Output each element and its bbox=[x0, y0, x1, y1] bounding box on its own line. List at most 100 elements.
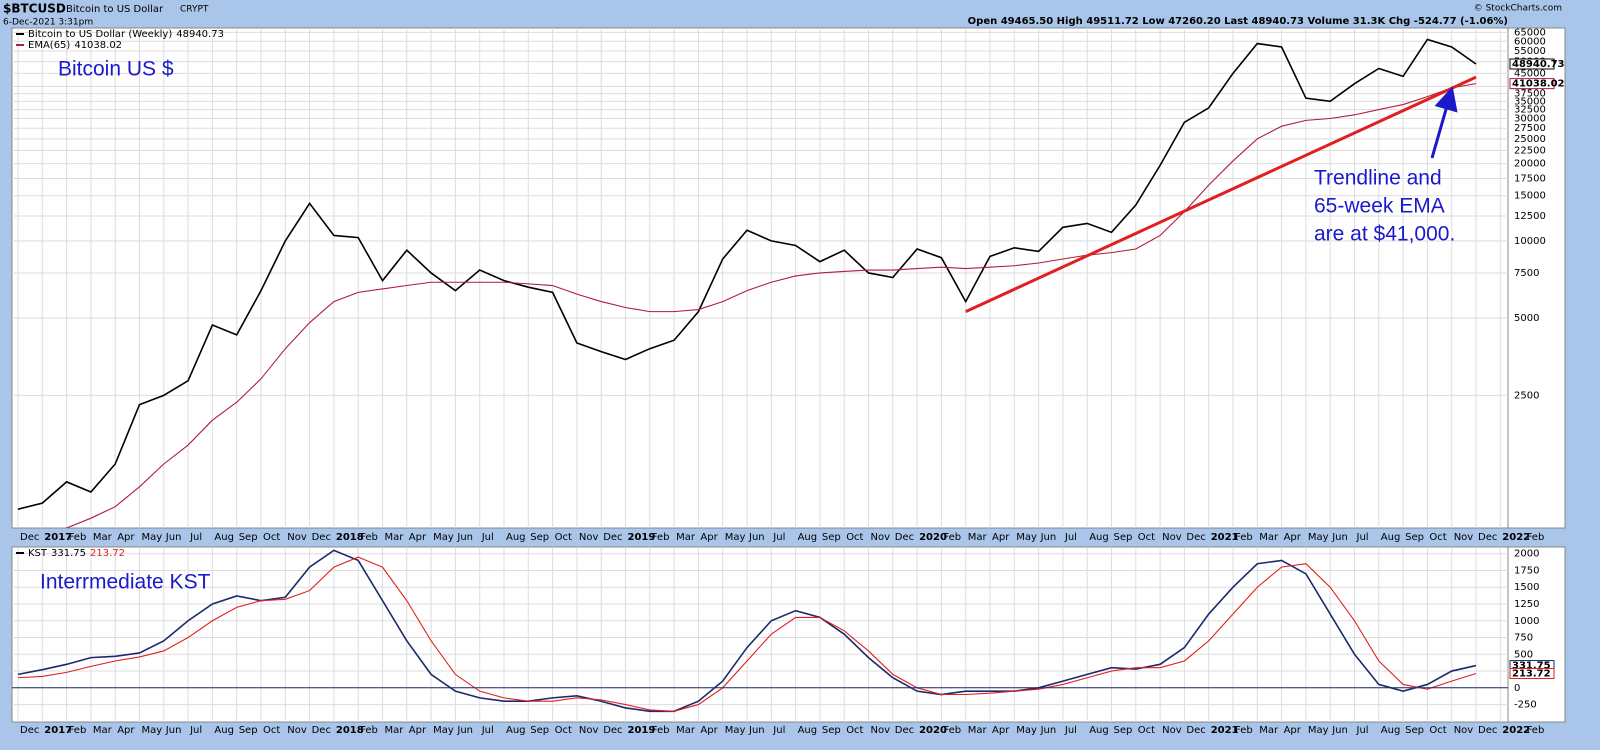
y-tick-label: 1000 bbox=[1514, 616, 1539, 627]
x-tick-label: Jul bbox=[772, 725, 785, 736]
x-tick-label: Aug bbox=[214, 725, 234, 736]
symbol: $BTCUSD bbox=[3, 2, 66, 16]
x-tick-label: Jul bbox=[1064, 532, 1077, 543]
y-tick-label: 2000 bbox=[1514, 549, 1539, 560]
series-line bbox=[17, 556, 1477, 712]
x-tick-label: Jul bbox=[1356, 532, 1369, 543]
x-tick-label: Dec bbox=[1478, 725, 1497, 736]
y-tick-label: 1250 bbox=[1514, 599, 1539, 610]
x-tick-label: Mar bbox=[676, 725, 696, 736]
last-value-box bbox=[1509, 58, 1555, 70]
x-tick-label: Oct bbox=[1429, 725, 1446, 736]
x-tick-label: 2022 bbox=[1502, 532, 1530, 543]
legend-entry: Bitcoin to US Dollar (Weekly) 48940.73 bbox=[28, 29, 224, 40]
x-tick-label: May bbox=[1308, 532, 1329, 543]
legend-entry: EMA(65) 41038.02 bbox=[28, 40, 122, 51]
y-tick-label: 20000 bbox=[1514, 159, 1546, 170]
x-tick-label: Nov bbox=[579, 532, 599, 543]
x-tick-label: 2017 bbox=[44, 725, 72, 736]
annotation: Trendline and bbox=[1314, 167, 1442, 190]
x-tick-label: Mar bbox=[93, 725, 113, 736]
x-tick-label: Feb bbox=[69, 725, 87, 736]
x-tick-label: 2021 bbox=[1211, 532, 1239, 543]
x-tick-label: Apr bbox=[700, 532, 718, 543]
x-tick-label: Aug bbox=[214, 532, 234, 543]
exchange: CRYPT bbox=[180, 5, 209, 15]
x-tick-label: Mar bbox=[385, 725, 405, 736]
series-line bbox=[17, 38, 1477, 510]
x-tick-label: Nov bbox=[1162, 725, 1182, 736]
x-tick-label: Sep bbox=[239, 725, 258, 736]
x-tick-label: May bbox=[433, 725, 454, 736]
y-tick-label: 15000 bbox=[1514, 191, 1546, 202]
x-tick-label: Dec bbox=[603, 532, 622, 543]
x-tick-label: May bbox=[433, 532, 454, 543]
x-tick-label: Dec bbox=[312, 532, 331, 543]
x-tick-label: Sep bbox=[1405, 532, 1424, 543]
x-tick-label: Dec bbox=[20, 532, 39, 543]
x-tick-label: 2018 bbox=[336, 725, 364, 736]
x-tick-label: Dec bbox=[895, 532, 914, 543]
date: 6-Dec-2021 3:31pm bbox=[3, 18, 93, 28]
x-tick-label: Feb bbox=[360, 532, 378, 543]
x-tick-label: Jul bbox=[772, 532, 785, 543]
annotation: are at $41,000. bbox=[1314, 223, 1455, 246]
x-tick-label: May bbox=[142, 725, 163, 736]
x-tick-label: Aug bbox=[1381, 725, 1401, 736]
x-tick-label: Apr bbox=[992, 725, 1010, 736]
x-tick-label: Nov bbox=[1454, 725, 1474, 736]
last-value-box bbox=[1509, 78, 1555, 90]
x-tick-label: Oct bbox=[1429, 532, 1446, 543]
y-tick-label: 37500 bbox=[1514, 89, 1546, 100]
x-tick-label: Nov bbox=[871, 532, 891, 543]
y-tick-label: 12500 bbox=[1514, 211, 1546, 222]
x-tick-label: Oct bbox=[555, 532, 572, 543]
x-tick-label: Jul bbox=[1064, 725, 1077, 736]
x-tick-label: Jul bbox=[481, 532, 494, 543]
x-tick-label: Jul bbox=[189, 725, 202, 736]
x-tick-label: Dec bbox=[312, 725, 331, 736]
x-tick-label: Feb bbox=[652, 725, 670, 736]
x-tick-label: Nov bbox=[871, 725, 891, 736]
y-tick-label: -250 bbox=[1514, 700, 1537, 711]
y-tick-label: 32500 bbox=[1514, 105, 1546, 116]
x-tick-label: Mar bbox=[93, 532, 113, 543]
y-tick-label: 10000 bbox=[1514, 236, 1546, 247]
x-tick-label: May bbox=[725, 725, 746, 736]
last-value-label: 213.72 bbox=[1512, 668, 1551, 679]
x-tick-label: 2022 bbox=[1502, 725, 1530, 736]
x-tick-label: Apr bbox=[700, 725, 718, 736]
x-tick-label: 2019 bbox=[628, 725, 656, 736]
y-tick-label: 60000 bbox=[1514, 36, 1546, 47]
x-tick-label: Apr bbox=[409, 532, 427, 543]
x-tick-label: Jul bbox=[481, 725, 494, 736]
x-tick-label: Aug bbox=[798, 725, 818, 736]
last-value-label: 48940.73 bbox=[1512, 59, 1565, 70]
x-tick-label: Nov bbox=[1162, 532, 1182, 543]
y-tick-label: 7500 bbox=[1514, 268, 1539, 279]
legend-entry: KST 331.75 213.72 bbox=[28, 548, 125, 559]
x-tick-label: 2020 bbox=[919, 725, 947, 736]
x-tick-label: Jul bbox=[189, 532, 202, 543]
x-tick-label: Jun bbox=[165, 532, 182, 543]
x-tick-label: Oct bbox=[846, 532, 863, 543]
x-tick-label: Jun bbox=[456, 725, 473, 736]
y-tick-label: 500 bbox=[1514, 649, 1533, 660]
x-tick-label: Sep bbox=[1114, 725, 1133, 736]
last-value-label: 41038.02 bbox=[1512, 79, 1565, 90]
x-tick-label: Sep bbox=[822, 532, 841, 543]
y-tick-label: 1500 bbox=[1514, 582, 1539, 593]
x-tick-label: Feb bbox=[1527, 532, 1545, 543]
y-tick-label: 55000 bbox=[1514, 46, 1546, 57]
annotation: Interrmediate KST bbox=[40, 571, 211, 594]
y-tick-label: 0 bbox=[1514, 683, 1520, 694]
x-tick-label: Sep bbox=[822, 725, 841, 736]
x-tick-label: Apr bbox=[1284, 725, 1302, 736]
x-tick-label: Apr bbox=[117, 725, 135, 736]
y-tick-label: 2500 bbox=[1514, 390, 1539, 401]
kst-panel bbox=[11, 546, 1566, 723]
x-tick-label: May bbox=[725, 532, 746, 543]
